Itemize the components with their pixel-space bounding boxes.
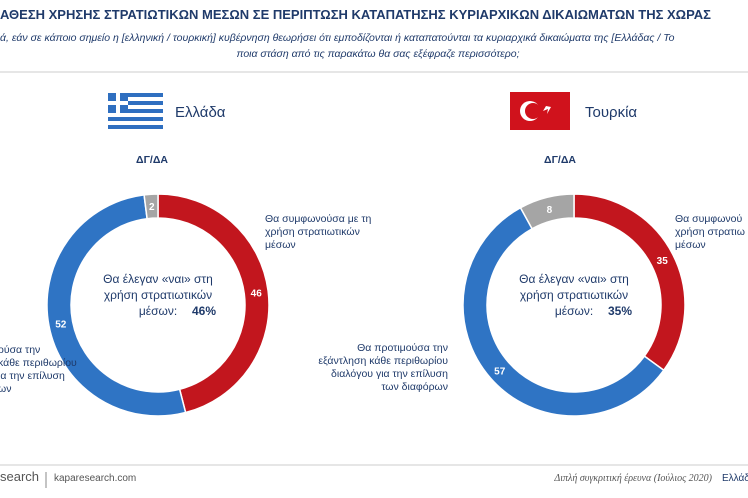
center-value: 35% bbox=[608, 304, 632, 318]
value-label: 35 bbox=[657, 256, 669, 267]
footer-note: Διπλή συγκριτική έρευνα (Ιούλιος 2020) bbox=[553, 473, 712, 484]
flag-greece bbox=[108, 93, 163, 129]
title: ΑΘΕΣΗ ΧΡΗΣΗΣ ΣΤΡΑΤΙΩΤΙΚΩΝ ΜΕΣΩΝ ΣΕ ΠΕΡΙΠ… bbox=[0, 7, 711, 22]
donut-segment bbox=[46, 194, 187, 417]
footer-site: kaparesearch.com bbox=[54, 473, 136, 484]
subtitle: ποια στάση από τις παρακάτω θα σας εξέφρ… bbox=[236, 48, 519, 60]
donut-segment bbox=[143, 193, 159, 220]
value-label: 8 bbox=[547, 205, 553, 216]
center-label: Θα έλεγαν «ναι» στη χρήση στρατιωτικών μέσ… bbox=[519, 272, 629, 318]
flag-turkey bbox=[510, 92, 570, 130]
center-value: 46% bbox=[192, 304, 216, 318]
chart-title: Ελλάδα bbox=[175, 104, 226, 121]
value-label: 57 bbox=[494, 366, 506, 377]
donut-segment bbox=[519, 193, 575, 230]
category-label: Θα συμφωνούσα με τη χρήση στρατιωτικών μέσ… bbox=[265, 213, 372, 251]
subtitle: ά, εάν σε κάποιο σημείο η [ελληνική / το… bbox=[0, 32, 675, 44]
value-label: 52 bbox=[55, 320, 67, 331]
category-label: Θα συμφωνού χρήση στρατιω μέσων bbox=[675, 213, 745, 251]
donut-segment bbox=[462, 206, 665, 417]
value-label: 2 bbox=[149, 202, 155, 213]
chart-title: Τουρκία bbox=[585, 104, 637, 121]
footer-brand: search bbox=[0, 469, 39, 484]
value-label: 46 bbox=[251, 289, 263, 300]
category-label: ούσα την κάθε περιθωρίου ια την επίλυση ων bbox=[0, 344, 77, 395]
category-label: ΔΓ/ΔΑ bbox=[544, 154, 576, 166]
center-label: Θα έλεγαν «ναι» στη χρήση στρατιωτικών μέσ… bbox=[103, 272, 213, 318]
footer-end: Ελλάδ bbox=[722, 472, 748, 484]
category-label: ΔΓ/ΔΑ bbox=[136, 154, 168, 166]
category-label: Θα προτιμούσα την εξάντληση κάθε περιθωρί… bbox=[318, 342, 448, 393]
